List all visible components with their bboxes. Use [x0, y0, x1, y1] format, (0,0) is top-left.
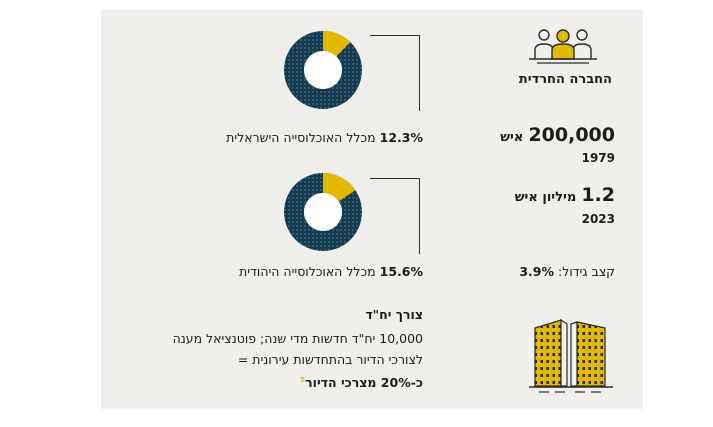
- footnote-marker: 5: [300, 376, 306, 384]
- population-1979: 200,000 איש: [500, 124, 615, 146]
- housing-highlight: כ-20% מצרכי הדיור: [305, 375, 423, 391]
- share-percent: 12.3%: [379, 130, 423, 145]
- population-year: 2023: [581, 212, 615, 226]
- leader-line: [370, 178, 420, 254]
- share-percent: 15.6%: [379, 264, 423, 279]
- population-value: 200,000: [528, 124, 615, 146]
- growth-rate: קצב גידול: 3.9%: [519, 264, 615, 279]
- buildings-icon: [529, 318, 613, 393]
- leader-line: [370, 35, 420, 111]
- group-label: החברה החרדית: [518, 72, 612, 87]
- share-donut-israeli: [284, 31, 362, 109]
- population-year: 1979: [581, 151, 615, 165]
- share-label: מכלל האוכלוסייה היהודית: [239, 264, 376, 279]
- population-value: 1.2: [581, 184, 615, 206]
- growth-value: 3.9%: [519, 264, 555, 279]
- population-unit: מיליון איש: [514, 190, 577, 205]
- share-label: מכלל האוכלוסייה הישראלית: [226, 130, 376, 145]
- donut-share-slice: [323, 31, 351, 57]
- housing-line-2: לצורכי הדיור בהתחדשות עירונית =: [237, 352, 423, 367]
- housing-title: צורך יח"ד: [365, 307, 423, 322]
- donut-hole: [304, 51, 342, 89]
- share-donut-jewish: [284, 173, 362, 251]
- housing-line-1: 10,000 יח"ד חדשות מדי שנה; פוטנציאל מענה: [172, 331, 423, 346]
- share-jewish: 15.6% מכלל האוכלוסייה היהודית: [239, 264, 423, 279]
- people-group-icon: [529, 29, 597, 64]
- donut-hole: [304, 193, 342, 231]
- population-2023: 1.2 מיליון איש: [515, 184, 615, 206]
- share-israeli: 12.3% מכלל האוכלוסייה הישראלית: [226, 130, 423, 145]
- population-unit: איש: [500, 130, 524, 145]
- donut-share-slice: [323, 173, 356, 202]
- growth-label: קצב גידול:: [558, 264, 615, 279]
- housing-line-3: כ-20% מצרכי הדיור5: [300, 370, 423, 393]
